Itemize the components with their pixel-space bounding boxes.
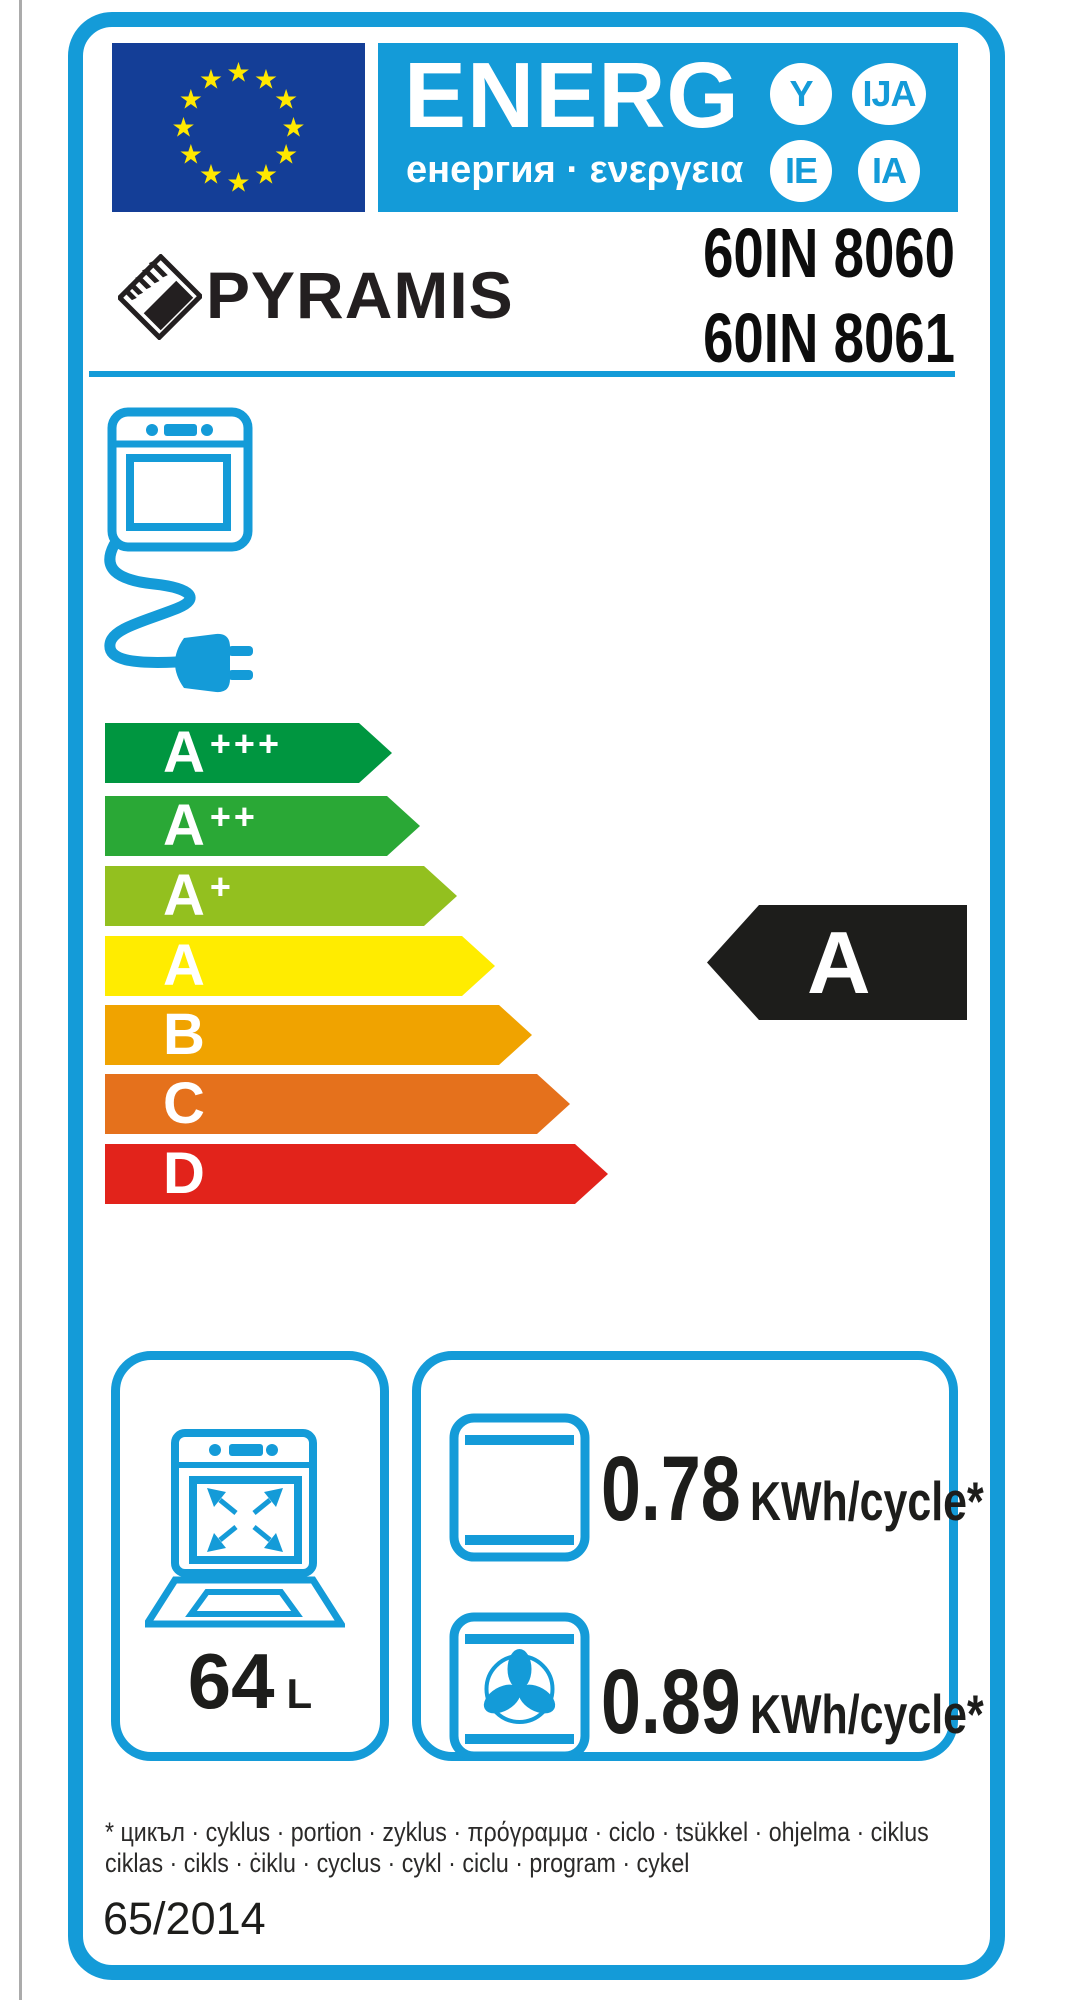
rating-arrow-plus: +++ <box>209 723 282 764</box>
rating-arrow-letter: A <box>163 793 205 858</box>
conventional-energy-unit: KWh/cycle* <box>750 1470 984 1532</box>
rating-arrow-A: A <box>105 936 495 996</box>
conventional-heating-icon <box>449 1413 590 1562</box>
rating-class-letter: A <box>807 913 871 1012</box>
eu-star-icon: ★ <box>281 112 306 142</box>
rating-arrow-App: A ++ <box>105 796 420 856</box>
eu-star-icon: ★ <box>226 57 251 87</box>
eu-star-icon: ★ <box>253 64 279 95</box>
energy-word: ENERG <box>404 43 740 147</box>
energy-logo-banner: ENERG енергия · ενεργεια Y IJA IE IA <box>378 43 958 212</box>
eu-star-icon: ★ <box>198 64 224 95</box>
eu-star-icon: ★ <box>178 84 203 115</box>
fan-heating-icon <box>449 1612 590 1761</box>
fan-energy-unit: KWh/cycle* <box>750 1683 984 1745</box>
page-edge-line <box>19 0 22 2000</box>
rating-arrow-Ap: A + <box>105 866 457 926</box>
fan-energy-row: 0.89 KWh/cycle* <box>601 1656 984 1748</box>
conventional-energy-value: 0.78 <box>601 1438 741 1540</box>
rating-arrow-letter: A <box>163 933 205 998</box>
capacity-value-row: 64 L <box>111 1642 389 1720</box>
model-numbers: 60IN 8060 60IN 8061 <box>632 211 955 381</box>
rating-arrow-B: B <box>105 1005 532 1065</box>
header-separator-line <box>89 371 955 377</box>
eu-star-icon: ★ <box>198 159 224 190</box>
oven-capacity-icon <box>145 1429 345 1628</box>
eu-star-icon: ★ <box>253 159 279 190</box>
rating-arrow-C: C <box>105 1074 570 1134</box>
eu-star-icon: ★ <box>274 84 299 115</box>
model-number-2: 60IN 8061 <box>703 299 955 377</box>
oven-plug-icon <box>104 407 253 693</box>
eu-star-icon: ★ <box>171 112 196 142</box>
energy-consumption-box: 0.78 KWh/cycle* 0.89 KWh/cycle* <box>412 1351 984 1761</box>
eu-flag-icon: ★ ★ ★ ★ ★ ★ ★ ★ ★ ★ ★ ★ <box>112 43 365 212</box>
rating-class-indicator: A <box>707 905 967 1020</box>
fan-energy-value: 0.89 <box>601 1651 741 1753</box>
rating-arrow-Appp: A +++ <box>105 723 392 783</box>
regulation-number: 65/2014 <box>103 1893 266 1944</box>
rating-arrow-plus: + <box>209 866 234 907</box>
rating-arrow-plus: ++ <box>209 796 258 837</box>
rating-scale: A +++ A ++ A + A B C D <box>105 723 665 1205</box>
eu-star-icon: ★ <box>226 167 251 197</box>
pyramis-logo-icon <box>118 254 202 340</box>
energy-suffix-bubble: IE <box>770 140 832 202</box>
cycle-footnote-line2: ciklas · cikls · ċiklu · cyclus · cykl ·… <box>105 1848 690 1878</box>
conventional-energy-row: 0.78 KWh/cycle* <box>601 1443 984 1535</box>
cycle-footnote-line1: * цикъл · cyklus · portion · zyklus · πρ… <box>105 1817 929 1847</box>
rating-arrow-D: D <box>105 1144 608 1204</box>
brand-name: PYRAMIS <box>206 258 514 332</box>
energy-suffix-bubble: Y <box>770 63 832 125</box>
eu-star-icon: ★ <box>178 139 203 170</box>
energy-suffix-bubble: IA <box>858 140 920 202</box>
rating-arrow-letter: D <box>163 1141 205 1206</box>
capacity-box <box>111 1351 389 1761</box>
energy-suffix-bubble: IJA <box>852 63 926 125</box>
rating-arrow-letter: C <box>163 1071 205 1136</box>
capacity-unit: L <box>286 1670 313 1717</box>
model-number-1: 60IN 8060 <box>703 214 955 292</box>
rating-arrow-letter: A <box>163 720 205 785</box>
capacity-value: 64 <box>187 1637 275 1725</box>
rating-arrow-letter: B <box>163 1002 205 1067</box>
rating-arrow-letter: A <box>163 863 205 928</box>
eu-star-icon: ★ <box>274 139 299 170</box>
energy-subtitle: енергия · ενεργεια <box>406 149 744 191</box>
